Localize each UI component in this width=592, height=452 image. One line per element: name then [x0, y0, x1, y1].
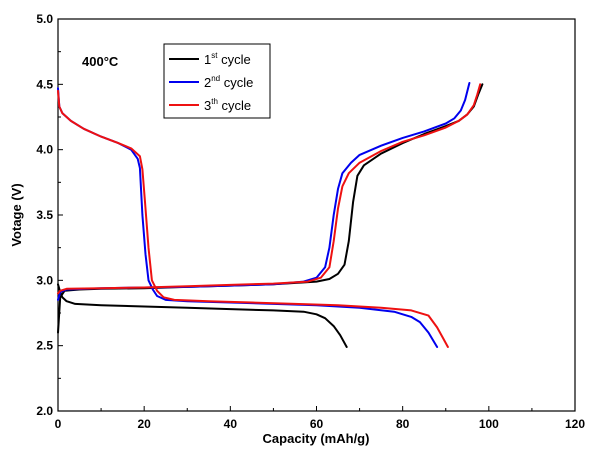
legend: 1st cycle 2nd cycle 3th cycle: [163, 43, 271, 119]
x-tick-label: 120: [565, 417, 585, 431]
legend-label-2: 2nd cycle: [204, 74, 253, 90]
x-tick-label: 20: [137, 417, 151, 431]
x-tick-label: 80: [396, 417, 410, 431]
x-tick-label: 60: [310, 417, 324, 431]
y-tick-label: 4.0: [36, 143, 53, 157]
y-tick-label: 4.5: [36, 77, 53, 91]
y-tick-label: 3.5: [36, 208, 53, 222]
y-axis: 2.0 2.5 3.0 3.5 4.0 4.5 5.0: [36, 12, 63, 418]
series-3-discharge-line: [57, 89, 449, 348]
x-tick-label: 100: [479, 417, 499, 431]
series-layer: [57, 82, 484, 348]
x-axis: 0 20 40 60 80 100 120: [55, 406, 585, 431]
annotation-temperature: 400°C: [82, 54, 119, 69]
x-axis-title: Capacity (mAh/g): [263, 431, 370, 446]
x-tick-label: 40: [224, 417, 238, 431]
y-tick-label: 2.5: [36, 339, 53, 353]
legend-label-1: 1st cycle: [204, 51, 251, 67]
y-tick-label: 2.0: [36, 404, 53, 418]
y-tick-label: 5.0: [36, 12, 53, 26]
plot-frame: [57, 18, 576, 412]
y-axis-title: Votage (V): [9, 183, 24, 246]
legend-label-3: 3th cycle: [204, 97, 251, 113]
series-1-charge-line: [57, 83, 484, 334]
series-1-discharge-line: [57, 283, 348, 348]
series-3-charge-line: [57, 83, 482, 295]
x-tick-label: 0: [55, 417, 62, 431]
y-tick-label: 3.0: [36, 273, 53, 287]
